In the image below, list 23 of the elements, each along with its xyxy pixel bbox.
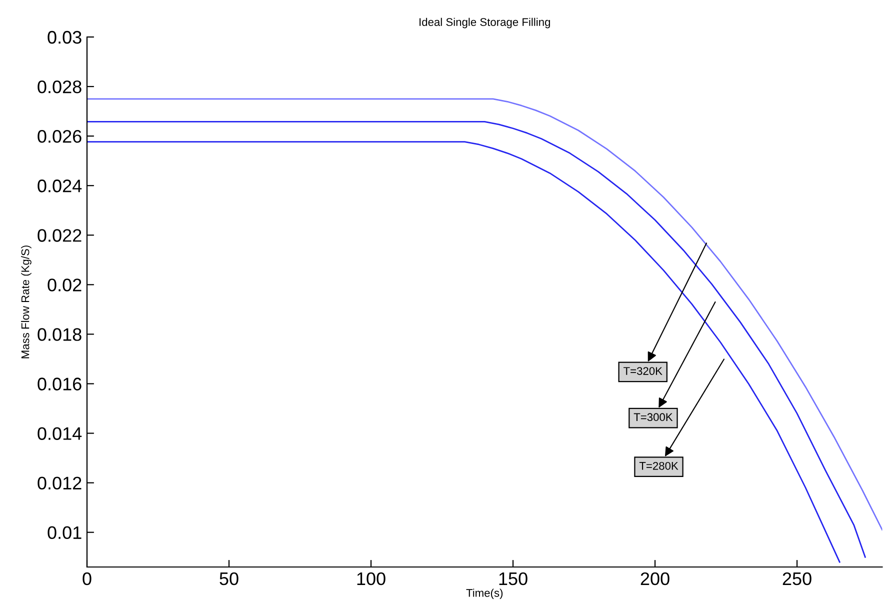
- annotation: T=280K: [639, 462, 678, 470]
- y-tick-label: 0.022: [38, 229, 82, 242]
- y-tick-label: 0.014: [38, 427, 82, 440]
- y-tick-label: 0.016: [38, 378, 82, 390]
- x-tick-label: 100: [357, 572, 386, 586]
- x-tick-label: 150: [499, 572, 528, 586]
- x-tick-label: 50: [220, 572, 238, 586]
- x-axis-title: Time(s): [466, 588, 503, 600]
- y-tick-label: 0.03: [48, 30, 82, 44]
- chart-title: Ideal Single Storage Filling: [420, 18, 550, 28]
- y-tick-label: 0.01: [48, 526, 82, 540]
- y-tick-label: 0.028: [38, 80, 82, 94]
- annotation: T=300K: [634, 413, 673, 422]
- x-tick-label: 250: [782, 572, 812, 586]
- annotation: T=320K: [624, 367, 662, 375]
- y-axis-title: Mass Flow Rate (Kg/S): [21, 246, 32, 358]
- x-tick-label: 0: [82, 572, 92, 586]
- y-tick-label: 0.018: [38, 328, 82, 341]
- y-tick-label: 0.012: [38, 476, 82, 490]
- y-tick-label: 0.02: [48, 278, 82, 292]
- y-tick-label: 0.024: [38, 180, 82, 192]
- x-tick-label: 200: [640, 572, 670, 586]
- y-tick-label: 0.026: [38, 130, 82, 143]
